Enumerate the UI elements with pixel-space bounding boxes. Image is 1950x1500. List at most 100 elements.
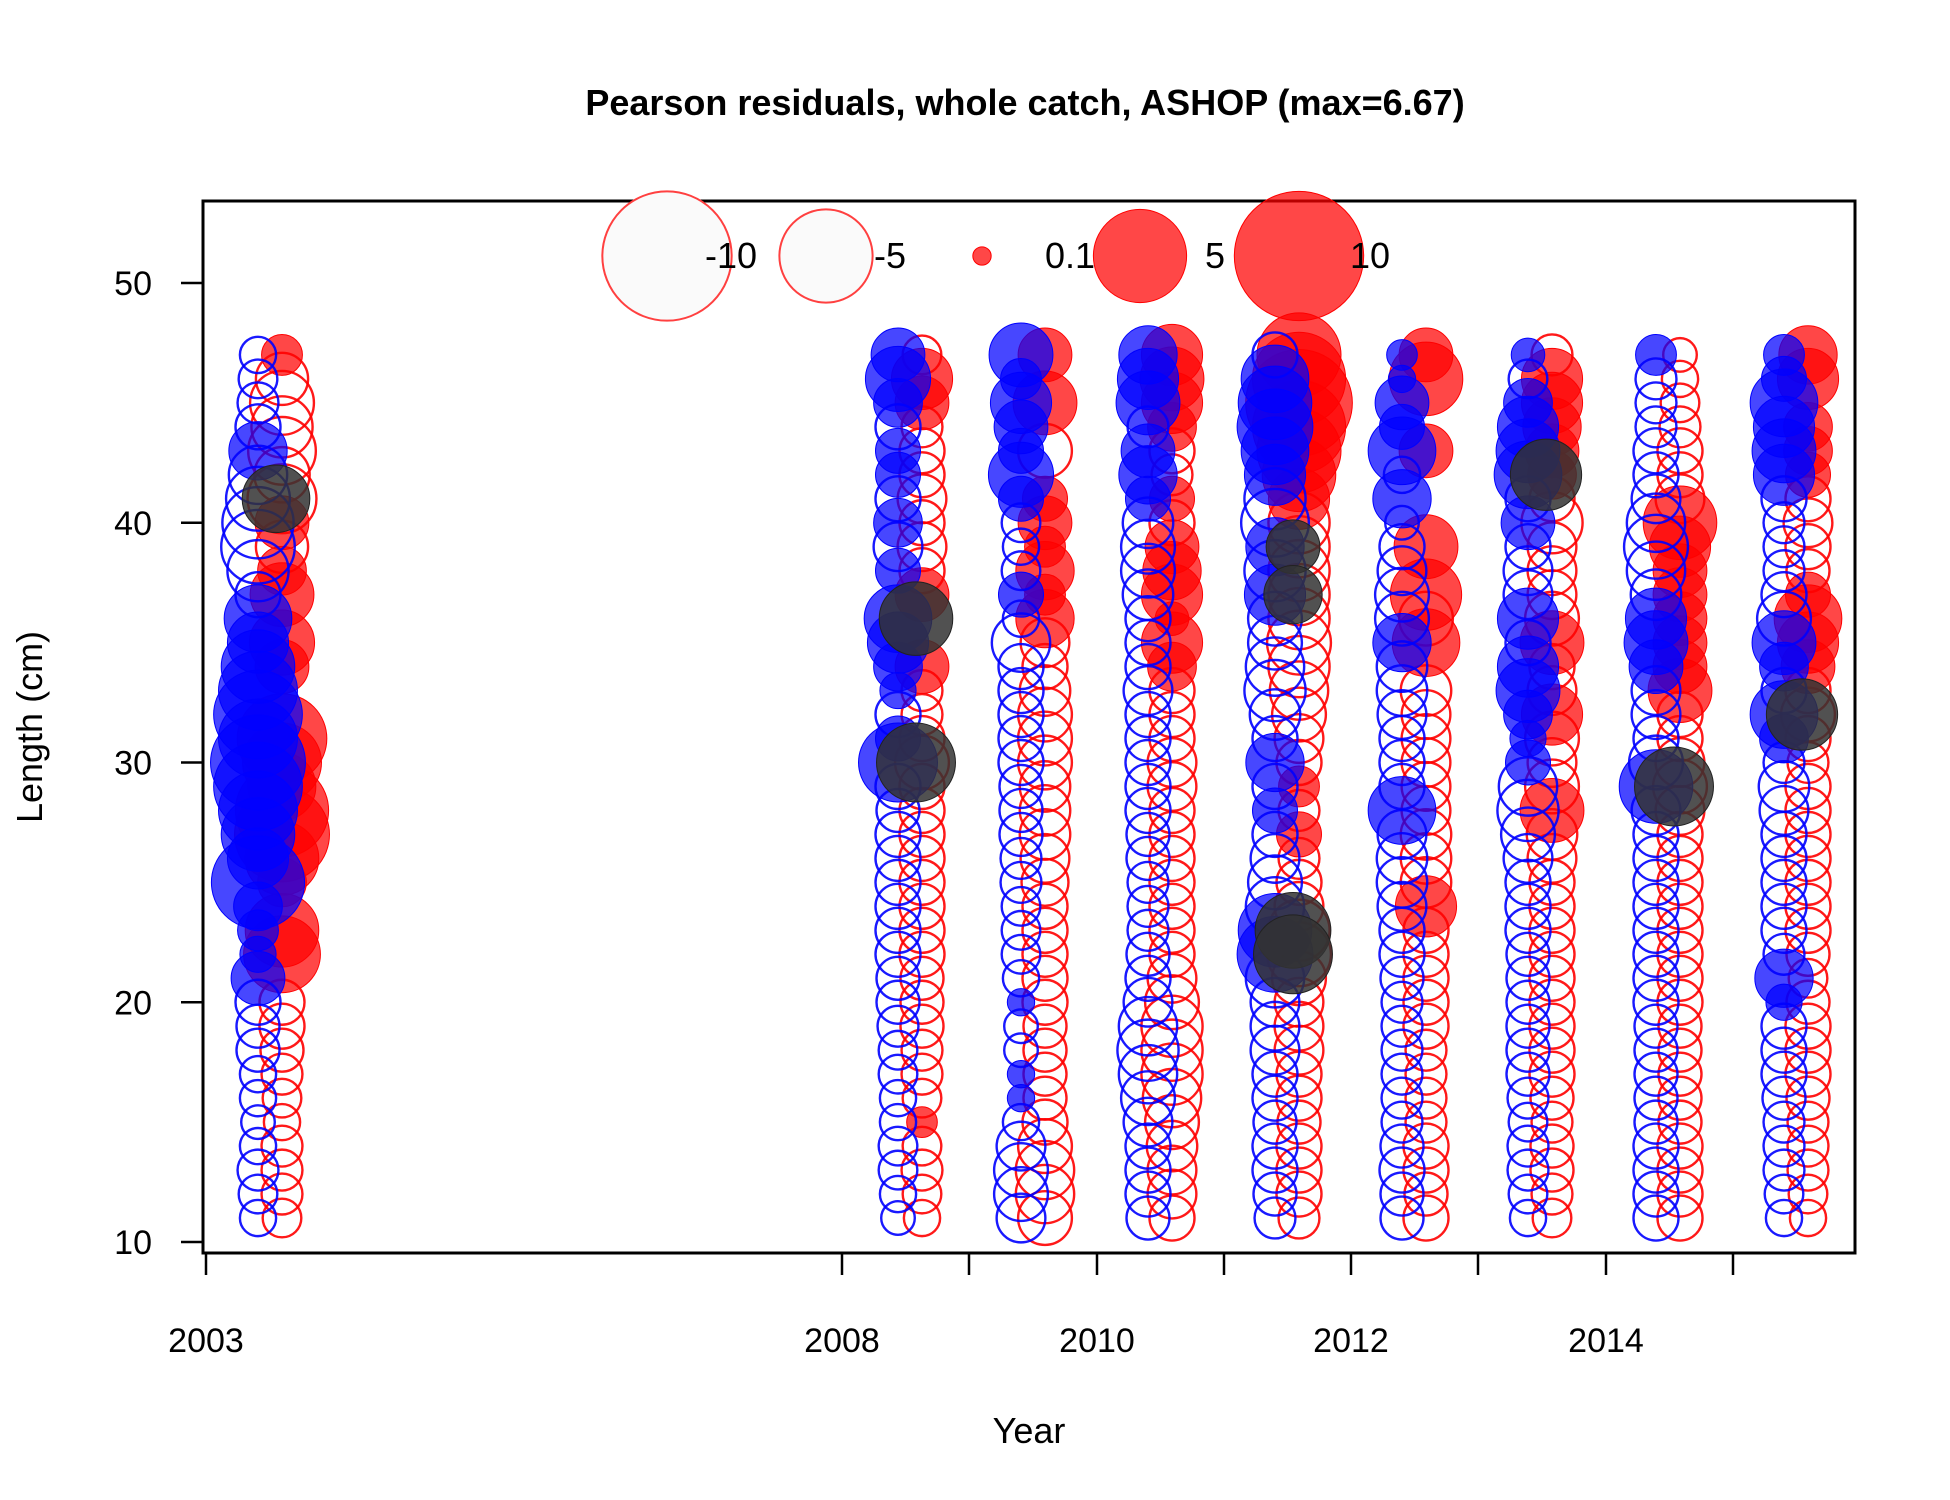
bubble-female-negative — [898, 858, 946, 907]
bubble-male-negative — [1124, 738, 1172, 787]
bubble-female-negative — [1657, 1003, 1703, 1049]
bubble-male-negative — [1506, 1148, 1550, 1192]
bubble-female-negative — [1016, 734, 1074, 791]
bubble-male-negative — [1630, 688, 1682, 741]
bubble-male-negative — [1760, 882, 1808, 931]
bubble-male-negative — [874, 906, 922, 955]
bubble-male-negative — [1116, 1018, 1180, 1082]
bubble-male-negative — [1124, 714, 1172, 763]
bubble-male-negative — [1251, 1146, 1299, 1194]
bubble-layer — [210, 312, 1843, 1247]
bubble-male-negative — [1634, 381, 1678, 425]
bubble-female-negative — [1016, 1118, 1074, 1175]
legend-marker — [778, 208, 874, 304]
bubble-female-negative — [1402, 1146, 1450, 1194]
bubble-female-negative — [1528, 1002, 1576, 1050]
bubble-female-negative — [1277, 1196, 1321, 1240]
bubble-male-negative — [1122, 976, 1174, 1028]
bubble-male-negative — [1252, 1099, 1298, 1145]
bubble-male-negative — [1117, 1043, 1179, 1105]
bubble-female-negative — [1143, 1094, 1201, 1151]
bubble-male-negative — [235, 1027, 281, 1073]
bubble-male-negative — [878, 1078, 918, 1118]
bubble-male-negative — [1632, 1122, 1680, 1170]
bubble-male-negative — [998, 787, 1044, 834]
bubble-female-negative — [1148, 786, 1196, 835]
bubble-male-negative — [1762, 501, 1806, 545]
bubble-male-negative — [1251, 1074, 1299, 1122]
bubble-female-negative — [1528, 978, 1576, 1026]
bubble-male-negative — [1124, 954, 1172, 1002]
bubble-female-negative — [898, 882, 946, 931]
bubble-female-negative — [1404, 1028, 1448, 1072]
bubble-male-negative — [1760, 810, 1808, 859]
bubble-male-negative — [874, 810, 922, 859]
bubble-female-negative — [1656, 882, 1704, 931]
bubble-female-negative — [1022, 1003, 1068, 1049]
bubble-female-negative — [899, 1003, 945, 1049]
y-tick-label: 50 — [114, 265, 152, 303]
bubble-female-negative — [1528, 882, 1576, 931]
bubble-male-negative — [1504, 882, 1552, 931]
bubble-female-negative — [1786, 1148, 1830, 1192]
bubble-female-negative — [1275, 1146, 1323, 1194]
bubble-female-negative — [1531, 1197, 1573, 1239]
bubble-female-negative — [1148, 906, 1196, 955]
bubble-male-positive — [1006, 1059, 1036, 1089]
bubble-male-negative — [1378, 1146, 1426, 1194]
bubble-male-positive — [1245, 732, 1305, 793]
bubble-male-negative — [997, 714, 1045, 763]
bubble-male-negative — [990, 612, 1052, 673]
bubble-male-negative — [1505, 1003, 1551, 1049]
bubble-male-negative — [1380, 980, 1424, 1024]
bubble-male-negative — [240, 1104, 276, 1141]
bubble-male-negative — [1499, 806, 1557, 863]
bubble-female-negative — [1277, 836, 1321, 881]
y-tick-label: 10 — [114, 1224, 152, 1262]
bubble-female-negative — [1656, 978, 1704, 1026]
bubble-male-negative — [1380, 1004, 1424, 1048]
bubble-female-negative — [1782, 497, 1834, 549]
bubble-female-negative — [1021, 642, 1069, 691]
bubble-male-negative — [1125, 811, 1171, 858]
bubble-female-negative — [1267, 634, 1331, 699]
bubble-male-negative — [877, 1125, 919, 1167]
bubble-male-negative — [1243, 658, 1307, 723]
bubble-male-negative — [1121, 496, 1175, 550]
bubble-male-negative — [1376, 808, 1428, 860]
bubble-overlap — [1509, 438, 1583, 511]
bubble-female-negative — [898, 906, 946, 955]
bubble-overlap — [241, 464, 311, 534]
bubble-male-negative — [1758, 784, 1810, 837]
bubble-female-negative — [1018, 664, 1072, 718]
bubble-male-negative — [877, 1149, 919, 1191]
bubble-female-negative — [1020, 857, 1070, 908]
bubble-female-negative — [1146, 1168, 1198, 1220]
bubble-female-negative — [900, 1028, 944, 1072]
bubble-male-positive — [230, 950, 286, 1006]
bubble-female-negative — [1656, 858, 1704, 907]
bubble-male-negative — [877, 1053, 919, 1095]
bubble-male-negative — [1633, 1003, 1679, 1049]
bubble-male-positive — [1510, 337, 1546, 373]
bubble-female-negative — [899, 979, 945, 1025]
bubble-male-negative — [1119, 1070, 1177, 1127]
bubble-female-negative — [900, 1148, 944, 1192]
bubble-male-negative — [997, 666, 1045, 715]
bubble-male-negative — [1760, 1050, 1808, 1098]
bubble-male-negative — [1119, 542, 1177, 599]
bubble-female-negative — [1784, 906, 1832, 955]
bubble-female-negative — [1148, 666, 1196, 715]
bubble-female-negative — [1404, 1052, 1448, 1096]
bubble-female-negative — [898, 810, 946, 859]
bubble-male-negative — [1119, 518, 1177, 575]
bubble-male-negative — [1622, 513, 1690, 580]
bubble-female-negative — [1275, 1074, 1323, 1122]
y-tick-label: 40 — [114, 505, 152, 543]
bubble-female-negative — [1148, 834, 1196, 883]
bubble-female-negative — [898, 834, 946, 883]
bubble-male-negative — [1762, 1100, 1806, 1144]
x-axis-label: Year — [993, 1410, 1066, 1451]
bubble-male-negative — [235, 1003, 281, 1049]
bubble-female-negative — [1656, 834, 1704, 883]
